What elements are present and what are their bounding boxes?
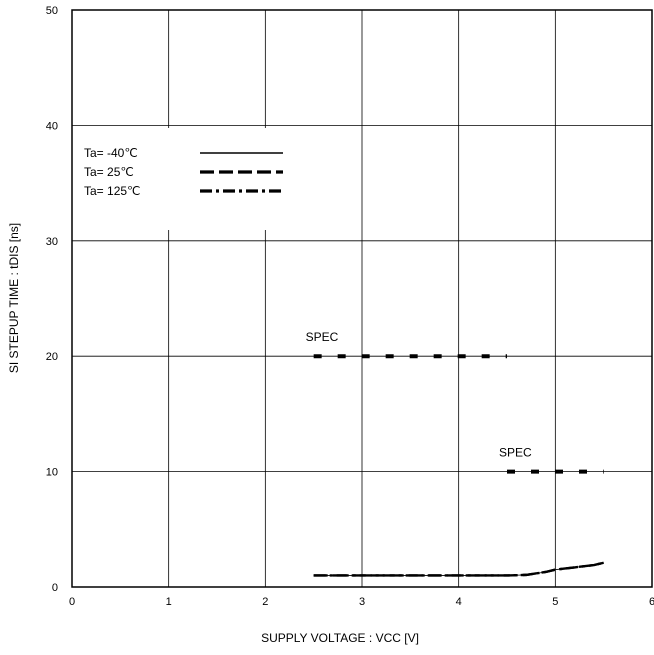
series-lines xyxy=(313,561,604,577)
legend: Ta= -40℃ Ta= 25℃ Ta= 125℃ xyxy=(76,128,328,230)
x-tick-label: 6 xyxy=(649,596,654,608)
y-tick-label: 40 xyxy=(46,120,58,132)
legend-label: Ta= 125℃ xyxy=(84,184,141,198)
spec-label: SPEC xyxy=(306,330,339,344)
legend-label: Ta= 25℃ xyxy=(84,165,134,179)
x-tick-label: 3 xyxy=(359,596,365,608)
x-tick-label: 5 xyxy=(552,596,558,608)
spec-lines: SPEC SPEC xyxy=(306,330,604,474)
x-tick-label: 2 xyxy=(262,596,268,608)
y-axis-title: SI STEPUP TIME : tDIS [ns] xyxy=(7,223,21,373)
legend-box xyxy=(76,128,328,230)
tick-labels: 0 1 2 3 4 5 6 0 10 20 30 40 50 xyxy=(46,5,654,608)
x-axis-title: SUPPLY VOLTAGE : VCC [V] xyxy=(261,631,419,645)
series-line xyxy=(313,561,604,577)
y-tick-label: 30 xyxy=(46,236,58,248)
x-tick-label: 1 xyxy=(166,596,172,608)
x-tick-label: 4 xyxy=(456,596,462,608)
legend-label: Ta= -40℃ xyxy=(84,146,138,160)
plot-frame xyxy=(71,9,653,588)
y-tick-label: 20 xyxy=(46,351,58,363)
spec-label: SPEC xyxy=(499,446,532,460)
grid xyxy=(72,10,652,587)
y-tick-label: 10 xyxy=(46,467,58,479)
y-tick-label: 50 xyxy=(46,5,58,17)
x-tick-label: 0 xyxy=(69,596,75,608)
y-tick-label: 0 xyxy=(52,582,58,594)
